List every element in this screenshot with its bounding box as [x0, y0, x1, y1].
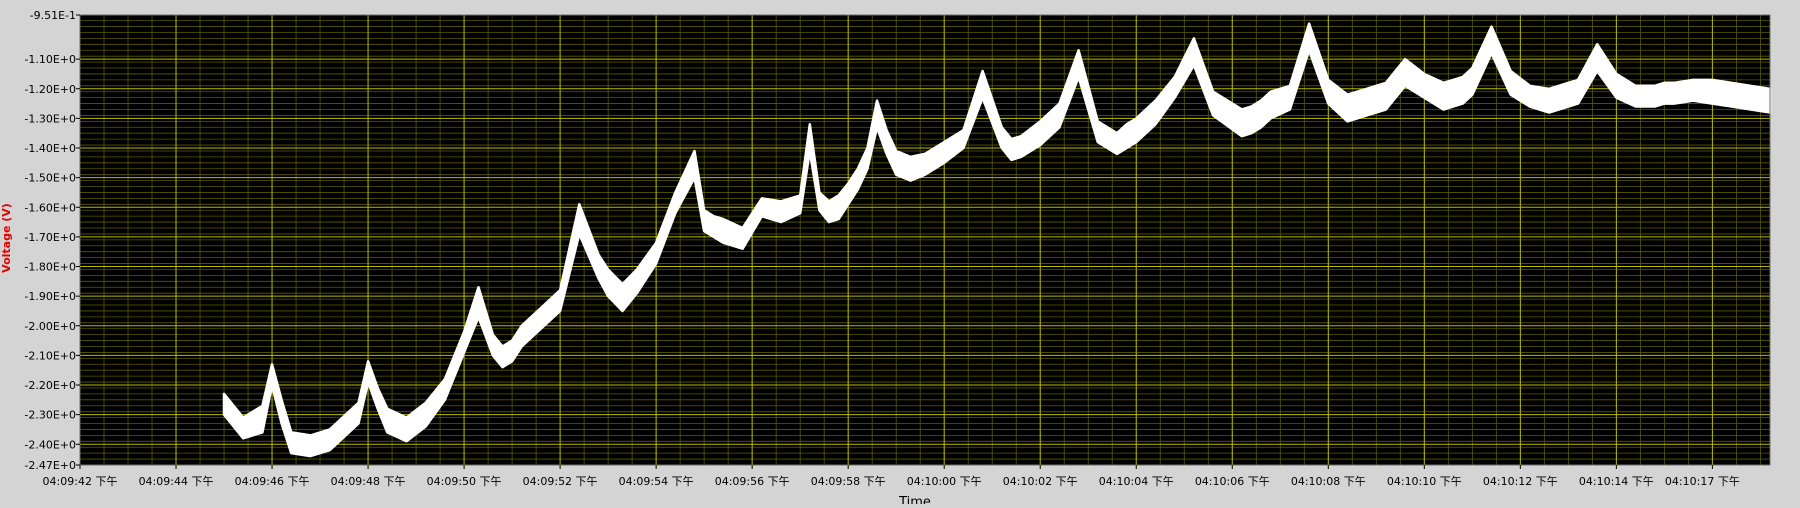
y-tick-label: -2.10E+0	[24, 349, 76, 362]
y-tick-label: -2.30E+0	[24, 409, 76, 422]
x-tick-label: 04:10:04 下午	[1099, 475, 1174, 488]
x-tick-label: 04:09:52 下午	[523, 475, 598, 488]
y-tick-label: -1.30E+0	[24, 112, 76, 125]
y-axis: -2.47E+0 -2.40E+0 -2.30E+0 -2.20E+0 -2.10E+0…	[24, 9, 80, 472]
x-tick-label: 04:09:48 下午	[331, 475, 406, 488]
y-tick-label: -1.80E+0	[24, 261, 76, 274]
y-tick-label: -1.50E+0	[24, 172, 76, 185]
x-tick-label: 04:10:12 下午	[1483, 475, 1558, 488]
y-tick-label: -2.20E+0	[24, 379, 76, 392]
x-tick-label: 04:10:17 下午	[1665, 475, 1740, 488]
y-tick-label: -2.47E+0	[24, 459, 76, 472]
plot-border	[79, 14, 1771, 466]
y-tick-label: -1.60E+0	[24, 201, 76, 214]
x-tick-label: 04:09:54 下午	[619, 475, 694, 488]
x-tick-label: 04:10:08 下午	[1291, 475, 1366, 488]
y-tick-label: -9.51E-1	[30, 9, 76, 22]
x-tick-label: 04:10:02 下午	[1003, 475, 1078, 488]
y-tick-label: -1.10E+0	[24, 53, 76, 66]
y-axis-label: Voltage (V)	[0, 203, 13, 273]
plot-area[interactable]	[79, 14, 1772, 466]
x-tick-label: 04:09:58 下午	[811, 475, 886, 488]
x-tick-label: 04:10:06 下午	[1195, 475, 1270, 488]
x-tick-label: 04:10:14 下午	[1579, 475, 1654, 488]
y-tick-label: -1.20E+0	[24, 83, 76, 96]
y-tick-label: -1.40E+0	[24, 142, 76, 155]
x-tick-label: 04:09:46 下午	[235, 475, 310, 488]
x-tick-label: 04:09:50 下午	[427, 475, 502, 488]
x-tick-label: 04:10:10 下午	[1387, 475, 1462, 488]
x-axis-label: Time	[898, 495, 931, 504]
x-tick-label: 04:09:42 下午	[43, 475, 118, 488]
y-tick-label: -2.40E+0	[24, 438, 76, 451]
y-tick-label: -1.90E+0	[24, 290, 76, 303]
y-tick-label: -2.00E+0	[24, 320, 76, 333]
x-tick-label: 04:10:00 下午	[907, 475, 982, 488]
x-tick-label: 04:09:56 下午	[715, 475, 790, 488]
x-axis: 04:09:42 下午 04:09:44 下午 04:09:46 下午 04:09:4…	[43, 465, 1740, 488]
y-tick-label: -1.70E+0	[24, 231, 76, 244]
x-tick-label: 04:09:44 下午	[139, 475, 214, 488]
